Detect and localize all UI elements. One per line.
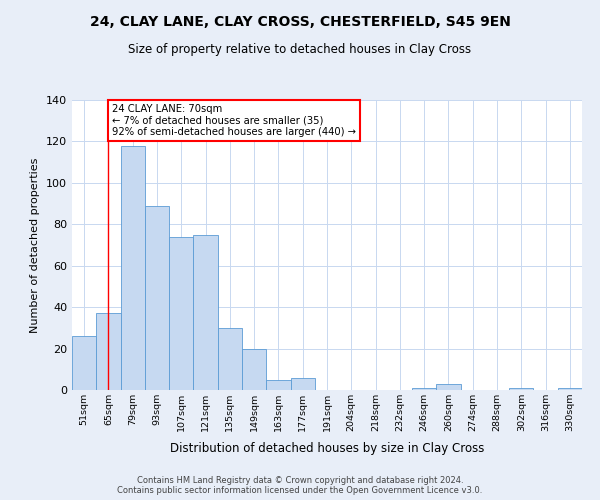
Text: Size of property relative to detached houses in Clay Cross: Size of property relative to detached ho… — [128, 42, 472, 56]
Bar — [169, 236, 193, 390]
Y-axis label: Number of detached properties: Number of detached properties — [31, 158, 40, 332]
Bar — [558, 388, 582, 390]
Bar — [121, 146, 145, 390]
Bar — [290, 378, 315, 390]
Text: 24 CLAY LANE: 70sqm
← 7% of detached houses are smaller (35)
92% of semi-detache: 24 CLAY LANE: 70sqm ← 7% of detached hou… — [112, 104, 356, 138]
Text: 24, CLAY LANE, CLAY CROSS, CHESTERFIELD, S45 9EN: 24, CLAY LANE, CLAY CROSS, CHESTERFIELD,… — [89, 15, 511, 29]
Bar — [145, 206, 169, 390]
X-axis label: Distribution of detached houses by size in Clay Cross: Distribution of detached houses by size … — [170, 442, 484, 456]
Bar — [96, 314, 121, 390]
Bar — [193, 234, 218, 390]
Text: Contains HM Land Registry data © Crown copyright and database right 2024.
Contai: Contains HM Land Registry data © Crown c… — [118, 476, 482, 495]
Bar — [242, 348, 266, 390]
Bar — [266, 380, 290, 390]
Bar — [218, 328, 242, 390]
Bar — [436, 384, 461, 390]
Bar — [509, 388, 533, 390]
Bar — [72, 336, 96, 390]
Bar — [412, 388, 436, 390]
